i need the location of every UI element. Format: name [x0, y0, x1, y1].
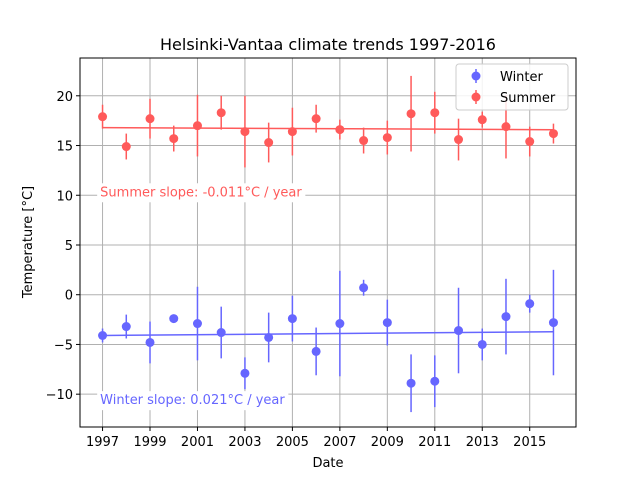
summer-data-point [169, 134, 179, 144]
winter-data-point [382, 318, 392, 328]
summer-trend-line [102, 126, 554, 131]
summer-data-point [264, 138, 274, 148]
y-axis-label: Temperature [°C] [21, 186, 36, 299]
summer-data-point [335, 125, 345, 135]
y-tick-label: −5 [54, 338, 73, 353]
trend-lines [102, 126, 554, 337]
x-axis-label: Date [312, 456, 343, 471]
legend-box [455, 63, 569, 111]
summer-data-point [406, 109, 416, 119]
y-tick-label: 5 [65, 239, 73, 254]
summer-data-point [216, 108, 226, 118]
x-tick-label: 2003 [228, 435, 261, 450]
slope-annotations: Winter slope: 0.021°C / year Summer slope… [97, 183, 306, 411]
summer-slope-annotation: Summer slope: -0.011°C / year [100, 185, 302, 200]
x-tick-label: 2005 [276, 435, 309, 450]
summer-slope-annotation-background [97, 183, 306, 203]
winter-data-point [98, 330, 108, 340]
legend-summer-label: Summer [500, 91, 556, 106]
summer-data-point [525, 137, 535, 147]
y-tick-label: −10 [46, 388, 73, 403]
summer-data-point [287, 127, 297, 137]
summer-data-point [501, 122, 511, 132]
x-axis: 1997 1999 2001 2003 2005 2007 2009 2011 2013 2015 [86, 427, 546, 450]
winter-trend-line [102, 330, 554, 337]
legend: Winter Summer [455, 63, 569, 111]
summer-data-point [477, 115, 487, 125]
legend-winter-marker [471, 71, 481, 81]
chart-title: Helsinki-Vantaa climate trends 1997-2016 [160, 35, 496, 54]
winter-data-point [525, 299, 535, 309]
summer-data-point [548, 129, 558, 139]
winter-slope-annotation: Winter slope: 0.021°C / year [100, 393, 285, 408]
summer-data-point [145, 114, 155, 124]
y-axis: −10 −5 0 5 10 15 20 [46, 90, 80, 403]
summer-data-point [430, 108, 440, 118]
y-tick-label: 20 [56, 90, 73, 105]
y-tick-label: 10 [56, 189, 73, 204]
x-tick-label: 1999 [133, 435, 166, 450]
winter-data-point [548, 318, 558, 328]
winter-data-point [192, 319, 202, 329]
y-tick-label: 0 [65, 289, 73, 304]
summer-data-point [121, 142, 131, 152]
winter-data-point [145, 337, 155, 347]
summer-data-point [382, 133, 392, 143]
winter-data-point [264, 332, 274, 342]
x-tick-label: 2013 [466, 435, 499, 450]
summer-data-point [240, 127, 250, 137]
winter-data-point [335, 319, 345, 329]
winter-data-point [477, 339, 487, 349]
summer-data-point [311, 114, 321, 124]
winter-slope-annotation-background [97, 391, 289, 411]
winter-data-point [169, 314, 179, 324]
winter-data-point [501, 312, 511, 322]
data-points [98, 108, 558, 388]
legend-summer-marker [471, 92, 481, 102]
winter-data-point [287, 314, 297, 324]
plot-frame [79, 57, 577, 428]
plot-area: Winter slope: 0.021°C / year Summer slope… [79, 57, 577, 428]
winter-data-point [216, 328, 226, 338]
x-tick-label: 1997 [86, 435, 119, 450]
y-tick-label: 15 [56, 140, 73, 155]
winter-data-point [240, 368, 250, 378]
winter-data-point [454, 326, 464, 336]
winter-data-point [406, 378, 416, 388]
summer-data-point [98, 112, 108, 122]
winter-data-point [121, 322, 131, 332]
winter-data-point [430, 376, 440, 386]
x-tick-label: 2009 [371, 435, 404, 450]
summer-data-point [192, 121, 202, 131]
winter-data-point [311, 346, 321, 356]
winter-data-point [359, 283, 369, 293]
summer-data-point [454, 135, 464, 145]
legend-winter-label: Winter [500, 70, 544, 85]
x-tick-label: 2007 [323, 435, 356, 450]
x-tick-label: 2011 [418, 435, 451, 450]
summer-data-point [359, 136, 369, 146]
x-tick-label: 2001 [181, 435, 214, 450]
x-tick-label: 2015 [513, 435, 546, 450]
